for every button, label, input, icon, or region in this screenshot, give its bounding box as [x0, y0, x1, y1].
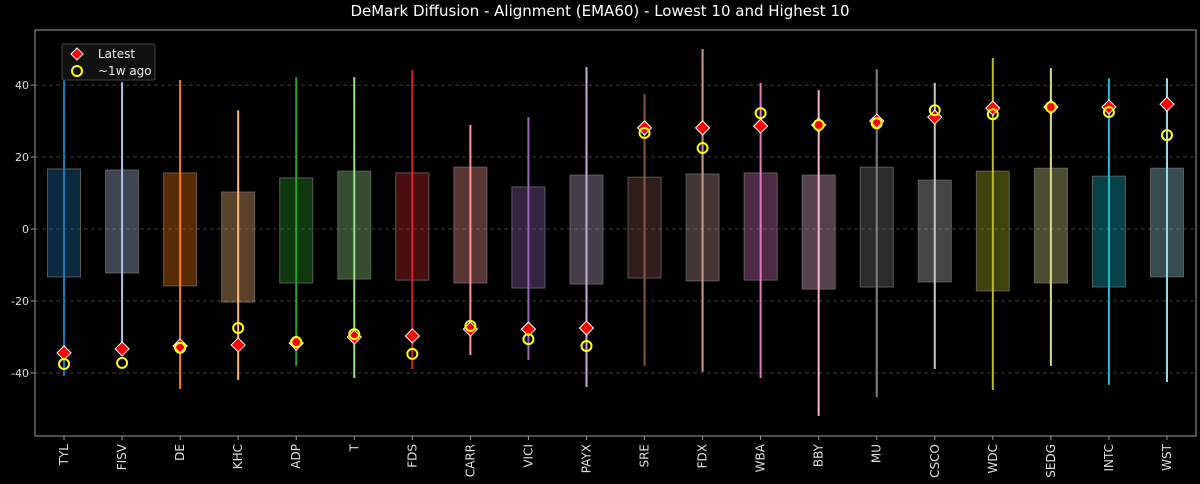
- latest-point-WST: [1159, 96, 1175, 112]
- x-tick-label: PAYX: [579, 444, 593, 473]
- week-ago-point-MU: [870, 117, 883, 130]
- x-tick-label: SEDG: [1044, 444, 1058, 478]
- week-ago-point-FDX: [696, 142, 709, 155]
- week-ago-point-WDC: [986, 108, 999, 121]
- legend-box: [61, 43, 156, 81]
- y-axis: -40 -20 0 20 40: [11, 79, 35, 380]
- y-tick-label: -20: [11, 295, 29, 308]
- latest-point-KHC: [230, 337, 246, 353]
- latest-point-FDS: [404, 328, 421, 344]
- x-tick-label: T: [347, 443, 361, 452]
- week-ago-point-FDS: [406, 347, 419, 360]
- x-tick-label: DE: [173, 444, 187, 461]
- week-ago-point-INTC: [1102, 106, 1115, 119]
- legend: Latest ~1w ago: [61, 43, 156, 81]
- week-ago-point-VICI: [522, 333, 535, 346]
- grid: [35, 84, 1196, 374]
- x-tick-label: FISV: [115, 443, 129, 470]
- x-tick-label: TYL: [57, 444, 71, 467]
- x-tick-label: FDS: [405, 444, 419, 468]
- legend-diamond-icon: [70, 47, 84, 61]
- x-tick-label: VICI: [521, 444, 535, 468]
- chart-title: DeMark Diffusion - Alignment (EMA60) - L…: [350, 2, 849, 20]
- week-ago-point-BBY: [812, 119, 825, 132]
- y-tick-label: 20: [15, 151, 29, 164]
- week-ago-point-SEDG: [1044, 101, 1057, 114]
- latest-point-WDC: [985, 100, 1001, 116]
- week-ago-point-ADP: [290, 336, 303, 349]
- latest-point-TYL: [56, 345, 72, 361]
- legend-label-week-ago: ~1w ago: [98, 64, 152, 78]
- x-axis: TYL FISV DE KHC ADP T FDS CARR VICI PAYX SRE FDX WBA…: [57, 436, 1174, 478]
- x-tick-label: WDC: [986, 444, 1000, 473]
- y-tick-label: 40: [15, 79, 29, 92]
- legend-label-latest: Latest: [98, 47, 135, 61]
- y-tick-label: 0: [22, 223, 29, 236]
- x-tick-label: WST: [1160, 443, 1174, 470]
- x-tick-label: MU: [870, 444, 884, 463]
- x-tick-label: BBY: [812, 443, 826, 467]
- y-tick-label: -40: [11, 367, 29, 380]
- x-tick-label: ADP: [289, 444, 303, 469]
- plot-frame: [34, 29, 1197, 437]
- marks: [47, 49, 1184, 416]
- week-ago-point-WST: [1160, 129, 1173, 142]
- x-tick-label: KHC: [231, 444, 245, 469]
- week-ago-point-PAYX: [580, 340, 593, 353]
- week-ago-point-TYL: [58, 358, 71, 371]
- week-ago-point-FISV: [116, 356, 129, 369]
- legend-circle-icon: [71, 65, 83, 77]
- week-ago-point-CSCO: [928, 104, 941, 117]
- week-ago-point-T: [348, 328, 361, 341]
- latest-point-FDX: [694, 120, 711, 136]
- x-tick-label: CARR: [463, 444, 477, 477]
- week-ago-point-WBA: [754, 107, 767, 120]
- week-ago-point-KHC: [232, 322, 245, 335]
- x-tick-label: INTC: [1102, 444, 1116, 472]
- latest-point-PAYX: [578, 320, 595, 336]
- week-ago-point-SRE: [638, 126, 651, 139]
- x-tick-label: SRE: [638, 444, 652, 468]
- latest-point-FISV: [114, 341, 130, 357]
- x-tick-label: WBA: [754, 443, 768, 472]
- latest-point-WBA: [752, 118, 769, 134]
- latest-point-VICI: [520, 321, 537, 337]
- week-ago-point-CARR: [464, 319, 477, 332]
- x-tick-label: CSCO: [928, 444, 942, 478]
- x-tick-label: FDX: [696, 444, 710, 468]
- week-ago-point-DE: [174, 341, 187, 354]
